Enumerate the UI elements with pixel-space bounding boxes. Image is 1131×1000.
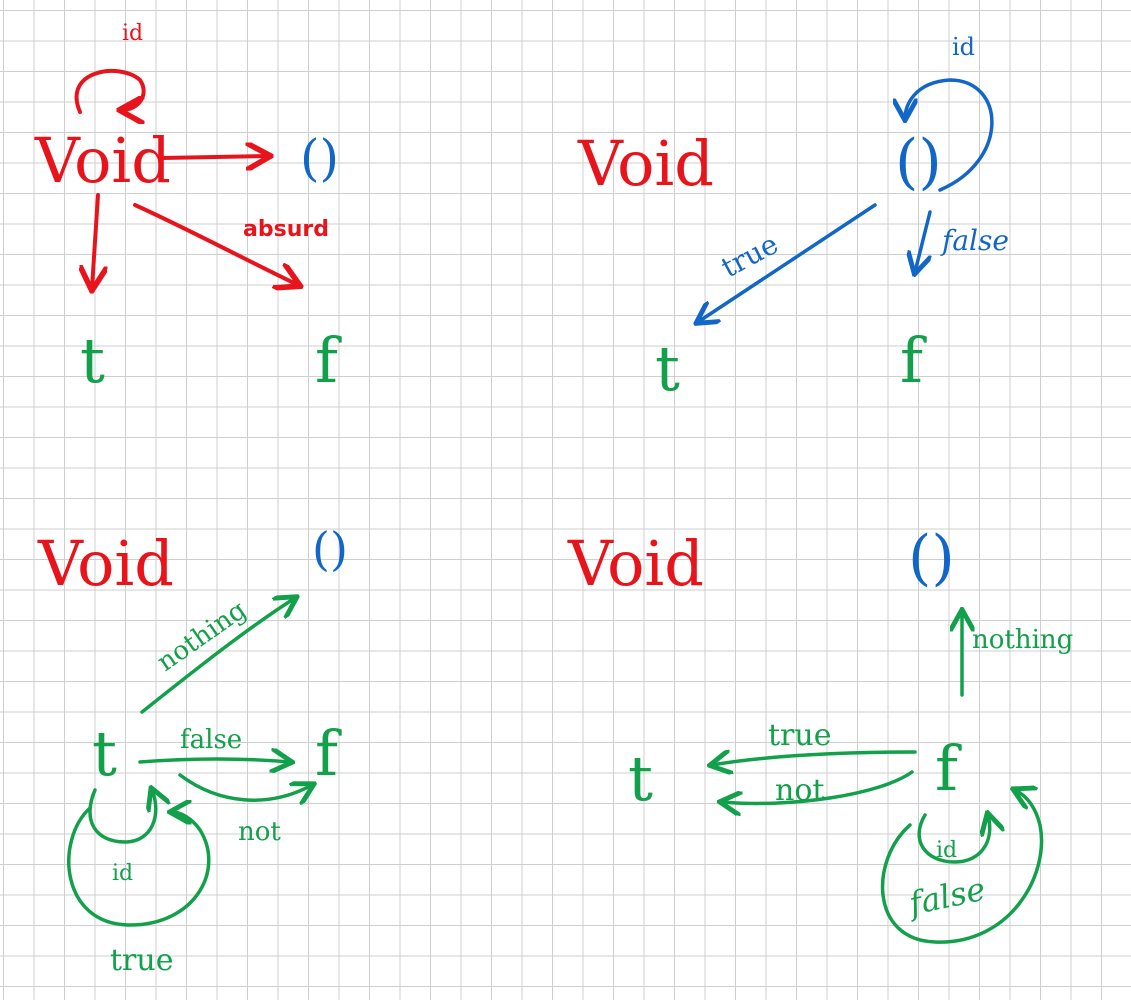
false-false-loop-arrow <box>880 790 1044 944</box>
void-object-label: Void <box>34 124 171 197</box>
true-true-loop-arrow <box>67 808 211 927</box>
true-to-false-arrow <box>138 759 290 762</box>
void-id-loop-arrow <box>74 68 146 112</box>
true-id-label: id <box>112 861 133 886</box>
false-object-label: f <box>315 324 342 397</box>
void-to-true-arrow <box>92 193 98 288</box>
not-label: not <box>775 773 824 808</box>
nothing-label: nothing <box>972 625 1073 655</box>
true-to-false-not-arrow <box>178 773 312 800</box>
unit-object-label: () <box>300 129 339 187</box>
panel-true-morphisms: Void () t f nothing false not id true <box>37 522 348 978</box>
true-label: true <box>768 718 831 753</box>
true-to-unit-nothing-arrow <box>140 598 295 714</box>
true-object-label: t <box>655 332 680 405</box>
not-label: not <box>238 817 281 847</box>
true-object-label: t <box>80 324 105 397</box>
panel-false-morphisms: Void () t f nothing true not id false <box>567 523 1073 944</box>
unit-object-label: () <box>908 523 955 593</box>
void-object-label: Void <box>37 527 174 600</box>
unit-object-label: () <box>895 127 942 197</box>
true-true-label: true <box>110 943 173 978</box>
void-to-false-absurd-arrow <box>133 203 298 285</box>
false-to-true-not-arrow <box>722 770 914 803</box>
false-to-true-arrow <box>712 752 917 765</box>
false-label: false <box>180 725 242 755</box>
unit-to-true-arrow <box>698 203 877 322</box>
false-object-label: f <box>935 732 962 805</box>
unit-object-label: () <box>312 522 348 576</box>
panel-unit-morphisms: Void () t f id true false <box>577 33 1009 405</box>
true-label: true <box>716 227 784 284</box>
true-object-label: t <box>628 742 653 815</box>
void-id-label: id <box>122 21 143 46</box>
absurd-label: absurd <box>243 217 329 242</box>
false-false-label: false <box>904 870 989 923</box>
false-id-loop-arrow <box>917 815 990 864</box>
panel-void-morphisms: Void () t f id absurd <box>34 21 342 397</box>
unit-to-false-arrow <box>915 210 932 272</box>
false-label: false <box>940 224 1009 257</box>
false-object-label: f <box>315 717 342 790</box>
true-id-loop-arrow <box>88 790 156 844</box>
false-object-label: f <box>900 324 927 397</box>
unit-id-label: id <box>952 33 975 61</box>
void-to-unit-arrow <box>160 156 268 158</box>
void-object-label: Void <box>577 127 714 200</box>
true-object-label: t <box>92 717 117 790</box>
false-id-label: id <box>936 838 957 863</box>
void-object-label: Void <box>567 527 704 600</box>
unit-id-loop-arrow <box>905 78 994 192</box>
